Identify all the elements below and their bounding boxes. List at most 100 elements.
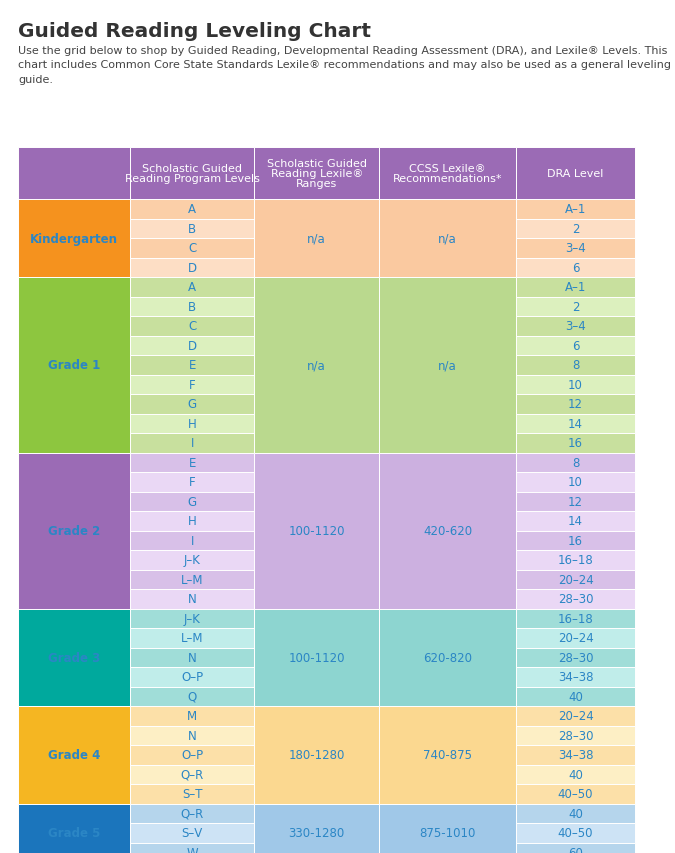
Text: 330-1280: 330-1280: [289, 827, 345, 839]
Bar: [130, 609, 254, 629]
Text: 12: 12: [568, 496, 583, 508]
Bar: [516, 804, 634, 823]
Text: chart includes Common Core State Standards Lexile® recommendations and may also : chart includes Common Core State Standar…: [18, 61, 671, 71]
Text: 40: 40: [568, 807, 583, 820]
Bar: [130, 589, 254, 609]
Bar: [130, 746, 254, 764]
Bar: [130, 414, 254, 433]
Bar: [130, 843, 254, 853]
Bar: [130, 647, 254, 667]
Text: 8: 8: [572, 456, 579, 469]
Bar: [516, 746, 634, 764]
Text: O–P: O–P: [181, 670, 203, 683]
Bar: [130, 258, 254, 278]
Bar: [379, 453, 516, 609]
Text: 40: 40: [568, 768, 583, 780]
Bar: [130, 316, 254, 336]
Text: 20–24: 20–24: [558, 631, 593, 645]
Bar: [379, 609, 516, 706]
Text: 34–38: 34–38: [558, 670, 593, 683]
Text: 28–30: 28–30: [558, 651, 593, 664]
Bar: [516, 629, 634, 647]
Bar: [130, 804, 254, 823]
Text: 28–30: 28–30: [558, 593, 593, 606]
Bar: [516, 375, 634, 395]
Bar: [130, 492, 254, 512]
Text: n/a: n/a: [307, 359, 326, 372]
Bar: [516, 726, 634, 746]
Text: C: C: [188, 242, 196, 255]
Bar: [516, 609, 634, 629]
Bar: [254, 706, 379, 804]
Text: Reading Program Levels: Reading Program Levels: [125, 174, 260, 184]
Bar: [516, 356, 634, 375]
Text: 16: 16: [568, 534, 583, 547]
Bar: [130, 823, 254, 843]
Bar: [516, 706, 634, 726]
Text: I: I: [190, 534, 194, 547]
Text: J–K: J–K: [184, 554, 200, 566]
Text: Reading Lexile®: Reading Lexile®: [271, 169, 363, 179]
Text: D: D: [188, 261, 196, 275]
Bar: [130, 336, 254, 356]
Text: N: N: [188, 651, 196, 664]
Bar: [130, 706, 254, 726]
Text: 620-820: 620-820: [423, 651, 472, 664]
Bar: [516, 219, 634, 239]
Text: Q: Q: [188, 690, 196, 703]
Bar: [516, 687, 634, 706]
Bar: [130, 200, 254, 219]
Text: 16–18: 16–18: [558, 612, 593, 625]
Text: Use the grid below to shop by Guided Reading, Developmental Reading Assessment (: Use the grid below to shop by Guided Rea…: [18, 46, 668, 56]
Bar: [516, 258, 634, 278]
Bar: [130, 512, 254, 531]
Text: N: N: [188, 593, 196, 606]
Text: 16–18: 16–18: [558, 554, 593, 566]
Text: 100-1120: 100-1120: [288, 525, 345, 537]
Bar: [516, 512, 634, 531]
Bar: [516, 200, 634, 219]
Bar: [18, 200, 130, 278]
Text: 10: 10: [568, 476, 583, 489]
Bar: [18, 148, 130, 200]
Text: DRA Level: DRA Level: [547, 169, 603, 179]
Text: F: F: [189, 476, 196, 489]
Text: 3–4: 3–4: [565, 242, 586, 255]
Text: H: H: [188, 514, 196, 528]
Text: 3–4: 3–4: [565, 320, 586, 333]
Bar: [379, 706, 516, 804]
Bar: [516, 823, 634, 843]
Bar: [130, 667, 254, 687]
Text: 12: 12: [568, 397, 583, 411]
Bar: [516, 531, 634, 550]
Text: E: E: [188, 359, 196, 372]
Bar: [516, 784, 634, 804]
Text: 40: 40: [568, 690, 583, 703]
Bar: [379, 804, 516, 853]
Text: 740-875: 740-875: [423, 748, 472, 762]
Text: Grade 3: Grade 3: [48, 651, 100, 664]
Bar: [254, 804, 379, 853]
Bar: [130, 433, 254, 453]
Text: CCSS Lexile®: CCSS Lexile®: [410, 164, 486, 174]
Text: 14: 14: [568, 417, 583, 430]
Bar: [130, 278, 254, 297]
Bar: [18, 804, 130, 853]
Bar: [516, 667, 634, 687]
Text: Grade 5: Grade 5: [48, 827, 100, 839]
Text: G: G: [188, 496, 196, 508]
Bar: [130, 356, 254, 375]
Text: O–P: O–P: [181, 748, 203, 762]
Bar: [18, 453, 130, 609]
Bar: [516, 550, 634, 570]
Bar: [516, 647, 634, 667]
Text: F: F: [189, 379, 196, 392]
Text: n/a: n/a: [438, 232, 457, 245]
Text: 14: 14: [568, 514, 583, 528]
Text: B: B: [188, 300, 196, 313]
Text: 60: 60: [568, 846, 583, 853]
Bar: [130, 764, 254, 784]
Text: G: G: [188, 397, 196, 411]
Bar: [516, 316, 634, 336]
Text: J–K: J–K: [184, 612, 200, 625]
